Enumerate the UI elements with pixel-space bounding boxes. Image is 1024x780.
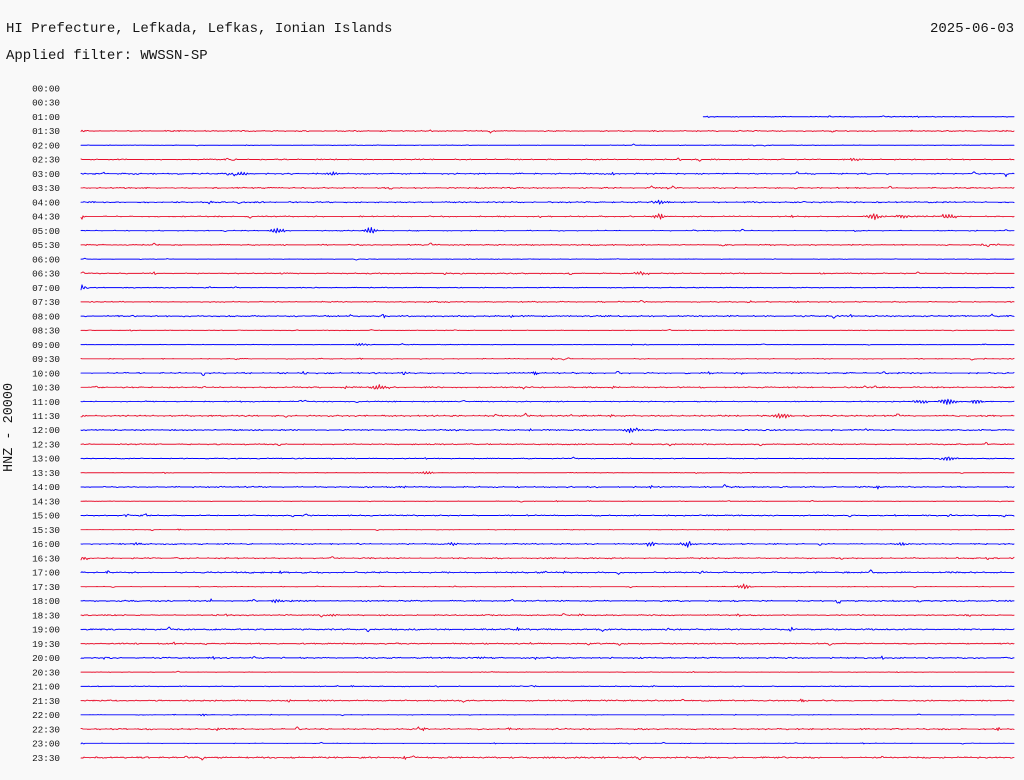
svg-text:00:00: 00:00: [32, 83, 60, 94]
svg-text:03:30: 03:30: [32, 183, 60, 194]
svg-text:16:00: 16:00: [32, 539, 60, 550]
svg-text:12:00: 12:00: [32, 425, 60, 436]
svg-text:07:00: 07:00: [32, 283, 60, 294]
svg-text:21:30: 21:30: [32, 696, 60, 707]
svg-text:17:30: 17:30: [32, 582, 60, 593]
svg-text:03:00: 03:00: [32, 169, 60, 180]
svg-text:14:00: 14:00: [32, 482, 60, 493]
svg-text:01:30: 01:30: [32, 126, 60, 137]
svg-text:21:00: 21:00: [32, 682, 60, 693]
svg-text:08:00: 08:00: [32, 311, 60, 322]
svg-text:19:30: 19:30: [32, 639, 60, 650]
svg-text:16:30: 16:30: [32, 553, 60, 564]
svg-text:05:30: 05:30: [32, 240, 60, 251]
svg-text:09:00: 09:00: [32, 340, 60, 351]
svg-text:22:30: 22:30: [32, 724, 60, 735]
svg-text:10:30: 10:30: [32, 383, 60, 394]
svg-text:07:30: 07:30: [32, 297, 60, 308]
svg-text:19:00: 19:00: [32, 625, 60, 636]
svg-text:15:30: 15:30: [32, 525, 60, 536]
svg-text:00:30: 00:30: [32, 98, 60, 109]
svg-text:22:00: 22:00: [32, 710, 60, 721]
svg-text:06:30: 06:30: [32, 269, 60, 280]
svg-text:23:00: 23:00: [32, 739, 60, 750]
svg-text:18:30: 18:30: [32, 610, 60, 621]
svg-text:13:00: 13:00: [32, 454, 60, 465]
svg-text:04:30: 04:30: [32, 212, 60, 223]
svg-text:13:30: 13:30: [32, 468, 60, 479]
svg-text:11:00: 11:00: [32, 397, 60, 408]
svg-text:04:00: 04:00: [32, 197, 60, 208]
svg-text:20:00: 20:00: [32, 653, 60, 664]
svg-text:10:00: 10:00: [32, 368, 60, 379]
svg-text:15:00: 15:00: [32, 511, 60, 522]
svg-text:01:00: 01:00: [32, 112, 60, 123]
svg-text:20:30: 20:30: [32, 667, 60, 678]
svg-text:17:00: 17:00: [32, 568, 60, 579]
svg-text:23:30: 23:30: [32, 753, 60, 764]
svg-text:08:30: 08:30: [32, 326, 60, 337]
svg-text:02:30: 02:30: [32, 155, 60, 166]
svg-text:05:00: 05:00: [32, 226, 60, 237]
svg-text:12:30: 12:30: [32, 439, 60, 450]
svg-text:06:00: 06:00: [32, 254, 60, 265]
svg-text:09:30: 09:30: [32, 354, 60, 365]
svg-text:14:30: 14:30: [32, 496, 60, 507]
svg-text:18:00: 18:00: [32, 596, 60, 607]
svg-text:11:30: 11:30: [32, 411, 60, 422]
svg-text:02:00: 02:00: [32, 140, 60, 151]
